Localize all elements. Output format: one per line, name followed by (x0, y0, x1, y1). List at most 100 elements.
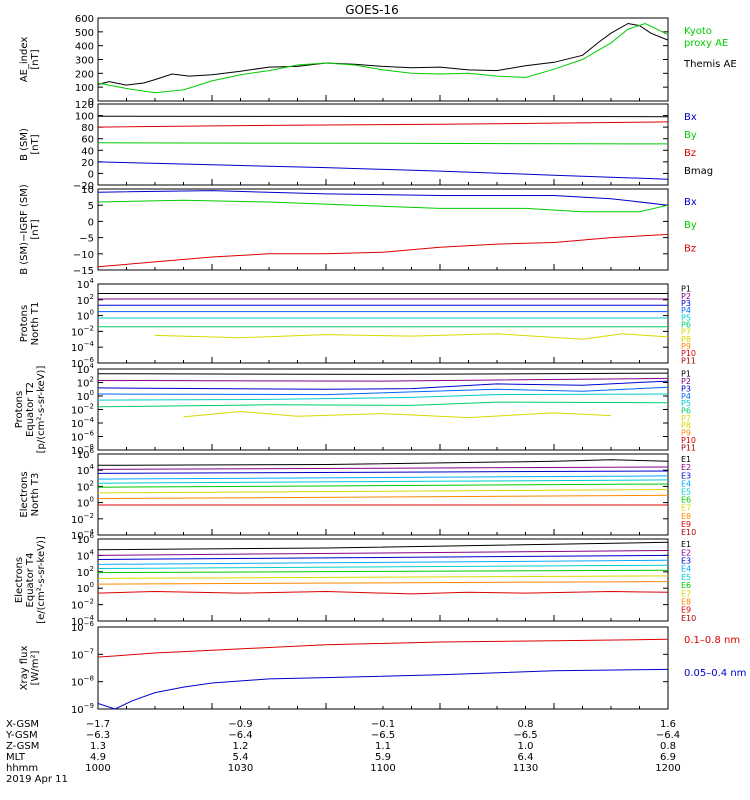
legend-entry: E1 (681, 540, 691, 549)
orbit-value: 6.4 (518, 752, 534, 763)
orbit-row-label: 2019 Apr 11 (6, 774, 68, 785)
orbit-value: 1.1 (375, 741, 391, 752)
y-axis-label: B (SM) (19, 128, 30, 161)
y-tick-label: 10−6 (71, 430, 95, 444)
y-tick-label: 60 (81, 135, 94, 146)
legend-entry: P1 (681, 370, 691, 379)
y-tick-label: 100 (77, 389, 94, 403)
series-line (97, 142, 669, 145)
series-line (183, 410, 612, 419)
legend-entry: P7 (681, 414, 691, 423)
y-axis-label: [e/(cm²-s-sr-keV)] (36, 536, 47, 624)
series-line (97, 22, 669, 94)
legend-entry: E2 (681, 463, 691, 472)
series-line (97, 559, 669, 565)
orbit-value: −6.5 (371, 730, 395, 741)
y-tick-label: 10−2 (71, 403, 94, 417)
y-tick-label: 100 (75, 112, 94, 123)
legend-entry: P8 (681, 335, 691, 344)
plot-title: GOES-16 (345, 3, 399, 17)
series-line (97, 121, 669, 128)
orbit-row-label: MLT (6, 752, 26, 763)
legend-entry: Kyoto (684, 26, 712, 37)
series-line (97, 489, 669, 494)
orbit-value: 6.9 (660, 752, 676, 763)
y-tick-label: 102 (77, 565, 94, 579)
legend-entry: E8 (681, 598, 691, 607)
orbit-row-label: Z-GSM (6, 741, 39, 752)
panel-frame (97, 626, 669, 710)
y-axis-label: Equator T2 (25, 382, 36, 437)
y-tick-label: 106 (77, 447, 95, 461)
y-axis-label: North T1 (30, 302, 41, 346)
y-tick-label: 10−4 (71, 416, 95, 430)
orbit-value: 5.9 (375, 752, 391, 763)
y-tick-label: 10−6 (71, 620, 95, 634)
legend-entry: P5 (681, 313, 691, 322)
y-tick-label: −10 (73, 250, 94, 261)
y-tick-label: 100 (77, 496, 94, 510)
y-tick-label: 10 (81, 185, 94, 196)
y-tick-label: −20 (73, 181, 94, 192)
orbit-value: 1.3 (90, 741, 106, 752)
legend-entry: P6 (681, 321, 691, 330)
series-line (97, 479, 669, 484)
y-tick-label: 0 (88, 217, 94, 228)
y-tick-label: 300 (75, 56, 94, 67)
series-line (97, 190, 669, 206)
y-tick-label: 102 (77, 376, 94, 390)
series-line (97, 401, 669, 408)
series-line (97, 564, 669, 569)
legend-entry: proxy AE (684, 38, 728, 49)
legend-entry: E9 (681, 520, 691, 529)
legend-entry: P5 (681, 399, 691, 408)
legend-entry: P1 (681, 285, 691, 294)
legend-entry: P7 (681, 328, 691, 337)
y-tick-label: 104 (77, 362, 95, 376)
orbit-value: 1200 (655, 763, 680, 774)
panel-3: −15 −10 −5 0 5 10 B (SM)−IGRF (SM) [nT] Bx By Bz (19, 184, 697, 277)
series-line (97, 199, 669, 213)
orbit-value: −6.5 (513, 730, 537, 741)
legend-entry: P3 (681, 384, 691, 393)
legend-entry: P2 (681, 292, 691, 301)
orbit-value: 0.8 (518, 719, 534, 730)
y-tick-label: 10−7 (71, 647, 94, 661)
y-tick-label: 5 (88, 201, 94, 212)
legend-entry: Bx (684, 112, 697, 123)
series-line (97, 569, 669, 574)
orbit-value: −6.4 (228, 730, 252, 741)
y-tick-label: 10−9 (71, 702, 94, 716)
y-tick-label: 10−2 (71, 598, 94, 612)
y-tick-label: 100 (77, 581, 94, 595)
y-tick-label: 500 (75, 28, 94, 39)
legend-entry: P6 (681, 407, 691, 416)
series-line (97, 377, 669, 382)
series-line (97, 459, 669, 466)
legend-entry: E8 (681, 512, 691, 521)
y-tick-label: 80 (81, 123, 94, 134)
series-line (97, 483, 669, 488)
legend-entry: P9 (681, 342, 691, 351)
orbit-value: 1100 (370, 763, 395, 774)
panel-frame (97, 283, 669, 364)
panel-frame (97, 453, 669, 536)
series-line (97, 590, 669, 595)
y-axis-label: Xray flux (19, 646, 30, 691)
orbit-value: 1030 (228, 763, 253, 774)
legend-entry: E9 (681, 606, 691, 615)
legend-entry: E10 (681, 614, 696, 623)
series-line (97, 475, 669, 480)
orbit-value: 1130 (513, 763, 538, 774)
legend-entry: E7 (681, 504, 691, 513)
y-tick-label: 0 (88, 169, 94, 180)
legend-entry: 0.1–0.8 nm (684, 635, 740, 646)
y-axis-label: AE_index (19, 37, 30, 83)
legend-entry: E5 (681, 487, 691, 496)
legend-entry: P9 (681, 429, 691, 438)
legend-entry: Bmag (684, 166, 713, 177)
